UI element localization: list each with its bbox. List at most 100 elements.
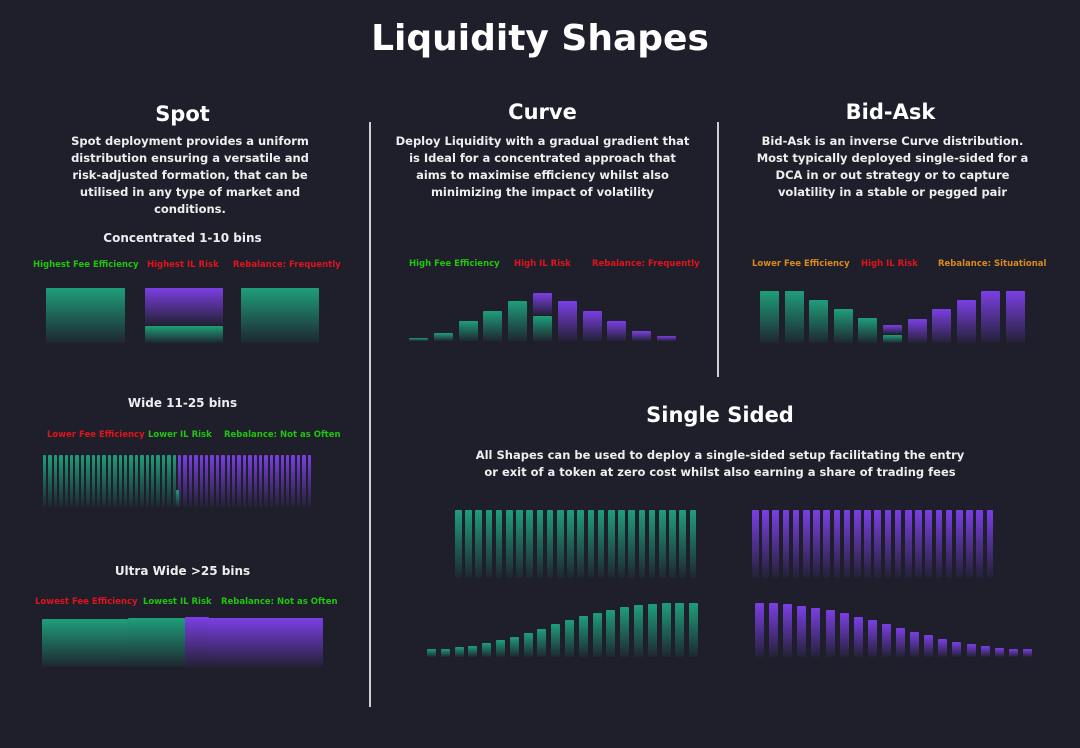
curve-bar [632,331,652,341]
spot-bar [307,455,311,507]
spot-bar [102,455,106,507]
curve-bar [508,301,528,341]
single-sided-bar [935,510,943,578]
single-sided-bar [1022,649,1032,657]
single-sided-bar [811,607,821,657]
single-sided-bar [853,616,863,657]
spot-bar [226,455,230,507]
bid-ask-bar [760,291,779,343]
single-sided-bar [567,510,574,578]
curve-bar [582,311,602,341]
spot-bar [221,455,225,507]
single-sided-bar [675,603,685,657]
spot-bar [151,455,155,507]
single-sided-bar [689,510,697,578]
curve-bar [409,338,428,341]
spot-bar [91,455,95,507]
single-sided-bar [925,510,932,578]
single-sided-bar [634,604,643,657]
single-sided-bar [551,624,561,657]
single-sided-bar [867,620,877,657]
spot-bar [242,455,247,507]
single-sided-bar [495,510,503,578]
single-sided-bar [647,603,657,657]
curve-bar [433,333,453,341]
curve-description: Deploy Liquidity with a gradual gradient… [395,134,690,199]
spot-bar [253,455,257,507]
single-sided-bar [523,632,533,657]
single-sided-bar [537,628,547,657]
single-sided-bar [752,510,759,578]
curve-bar [533,293,552,315]
single-sided-bar [994,647,1004,657]
bid-ask-bar [1006,291,1025,343]
single-sided-bar [597,510,605,578]
spot-heading: Spot [155,102,210,126]
spot-bar [167,455,171,507]
spot-bar [286,455,290,507]
ultra-wide-title: Ultra Wide >25 bins [114,564,251,578]
single-sided-description: All Shapes can be used to deploy a singl… [475,448,965,479]
bid-ask-bar [883,325,902,334]
spot-bar [80,455,85,507]
single-sided-bar [485,510,493,578]
spot-bar [291,455,295,507]
curve-heading: Curve [508,100,577,124]
single-sided-bar [783,604,793,657]
spot-bar [124,455,128,507]
spot-bar [128,618,185,667]
spot-bar [43,455,47,507]
single-sided-bar [577,510,584,578]
bid-ask-bar [883,335,902,343]
single-sided-bar [587,510,595,578]
spot-bar [176,490,179,507]
single-sided-bar [679,510,686,578]
curve-bar [533,316,552,341]
single-sided-bar [833,510,841,578]
spot-bar [161,455,166,507]
spot-bar [259,455,263,507]
spot-bar [64,455,68,507]
single-sided-bar [608,510,615,578]
spot-bar [107,455,112,507]
single-sided-bar [689,603,699,657]
single-sided-bar [465,510,472,578]
spot-bar [53,455,58,507]
single-sided-bar [938,638,948,657]
metric-label: Rebalance: Not as Often [224,430,341,440]
single-sided-bar [839,613,849,657]
single-sided-bar [455,510,462,578]
single-sided-bar [896,627,905,657]
single-sided-bar [468,645,478,657]
metric-label: Lowest IL Risk [143,597,212,607]
single-sided-bar [557,510,564,578]
single-sided-bar [910,631,920,657]
single-sided-bar [915,510,922,578]
single-sided-bar [854,510,861,578]
single-sided-bar [440,648,450,657]
single-sided-bar [843,510,851,578]
spot-bar [237,455,241,507]
spot-bar [172,455,176,507]
single-sided-bar [606,609,616,657]
metric-label: Rebalance: Situational [938,259,1047,269]
spot-bar [59,455,63,507]
spot-bar [241,288,319,343]
single-sided-bar [659,510,666,578]
bid-ask-bar [784,291,804,343]
spot-bar [70,455,74,507]
metric-label: Highest IL Risk [147,260,219,270]
metric-label: Lower IL Risk [148,430,212,440]
bid-ask-bar [809,300,829,343]
single-sided-bar [565,620,574,657]
single-sided-bar [769,603,779,657]
concentrated-title: Concentrated 1-10 bins [103,231,262,245]
spot-bar [113,455,117,507]
bid-ask-bar [956,300,976,343]
single-sided-bar [813,510,820,578]
spot-bar [209,618,323,667]
single-sided-bar [509,636,519,657]
single-sided-bar [620,606,630,657]
single-sided-bar [454,647,464,657]
metric-label: Lowest Fee Efficiency [35,597,138,607]
